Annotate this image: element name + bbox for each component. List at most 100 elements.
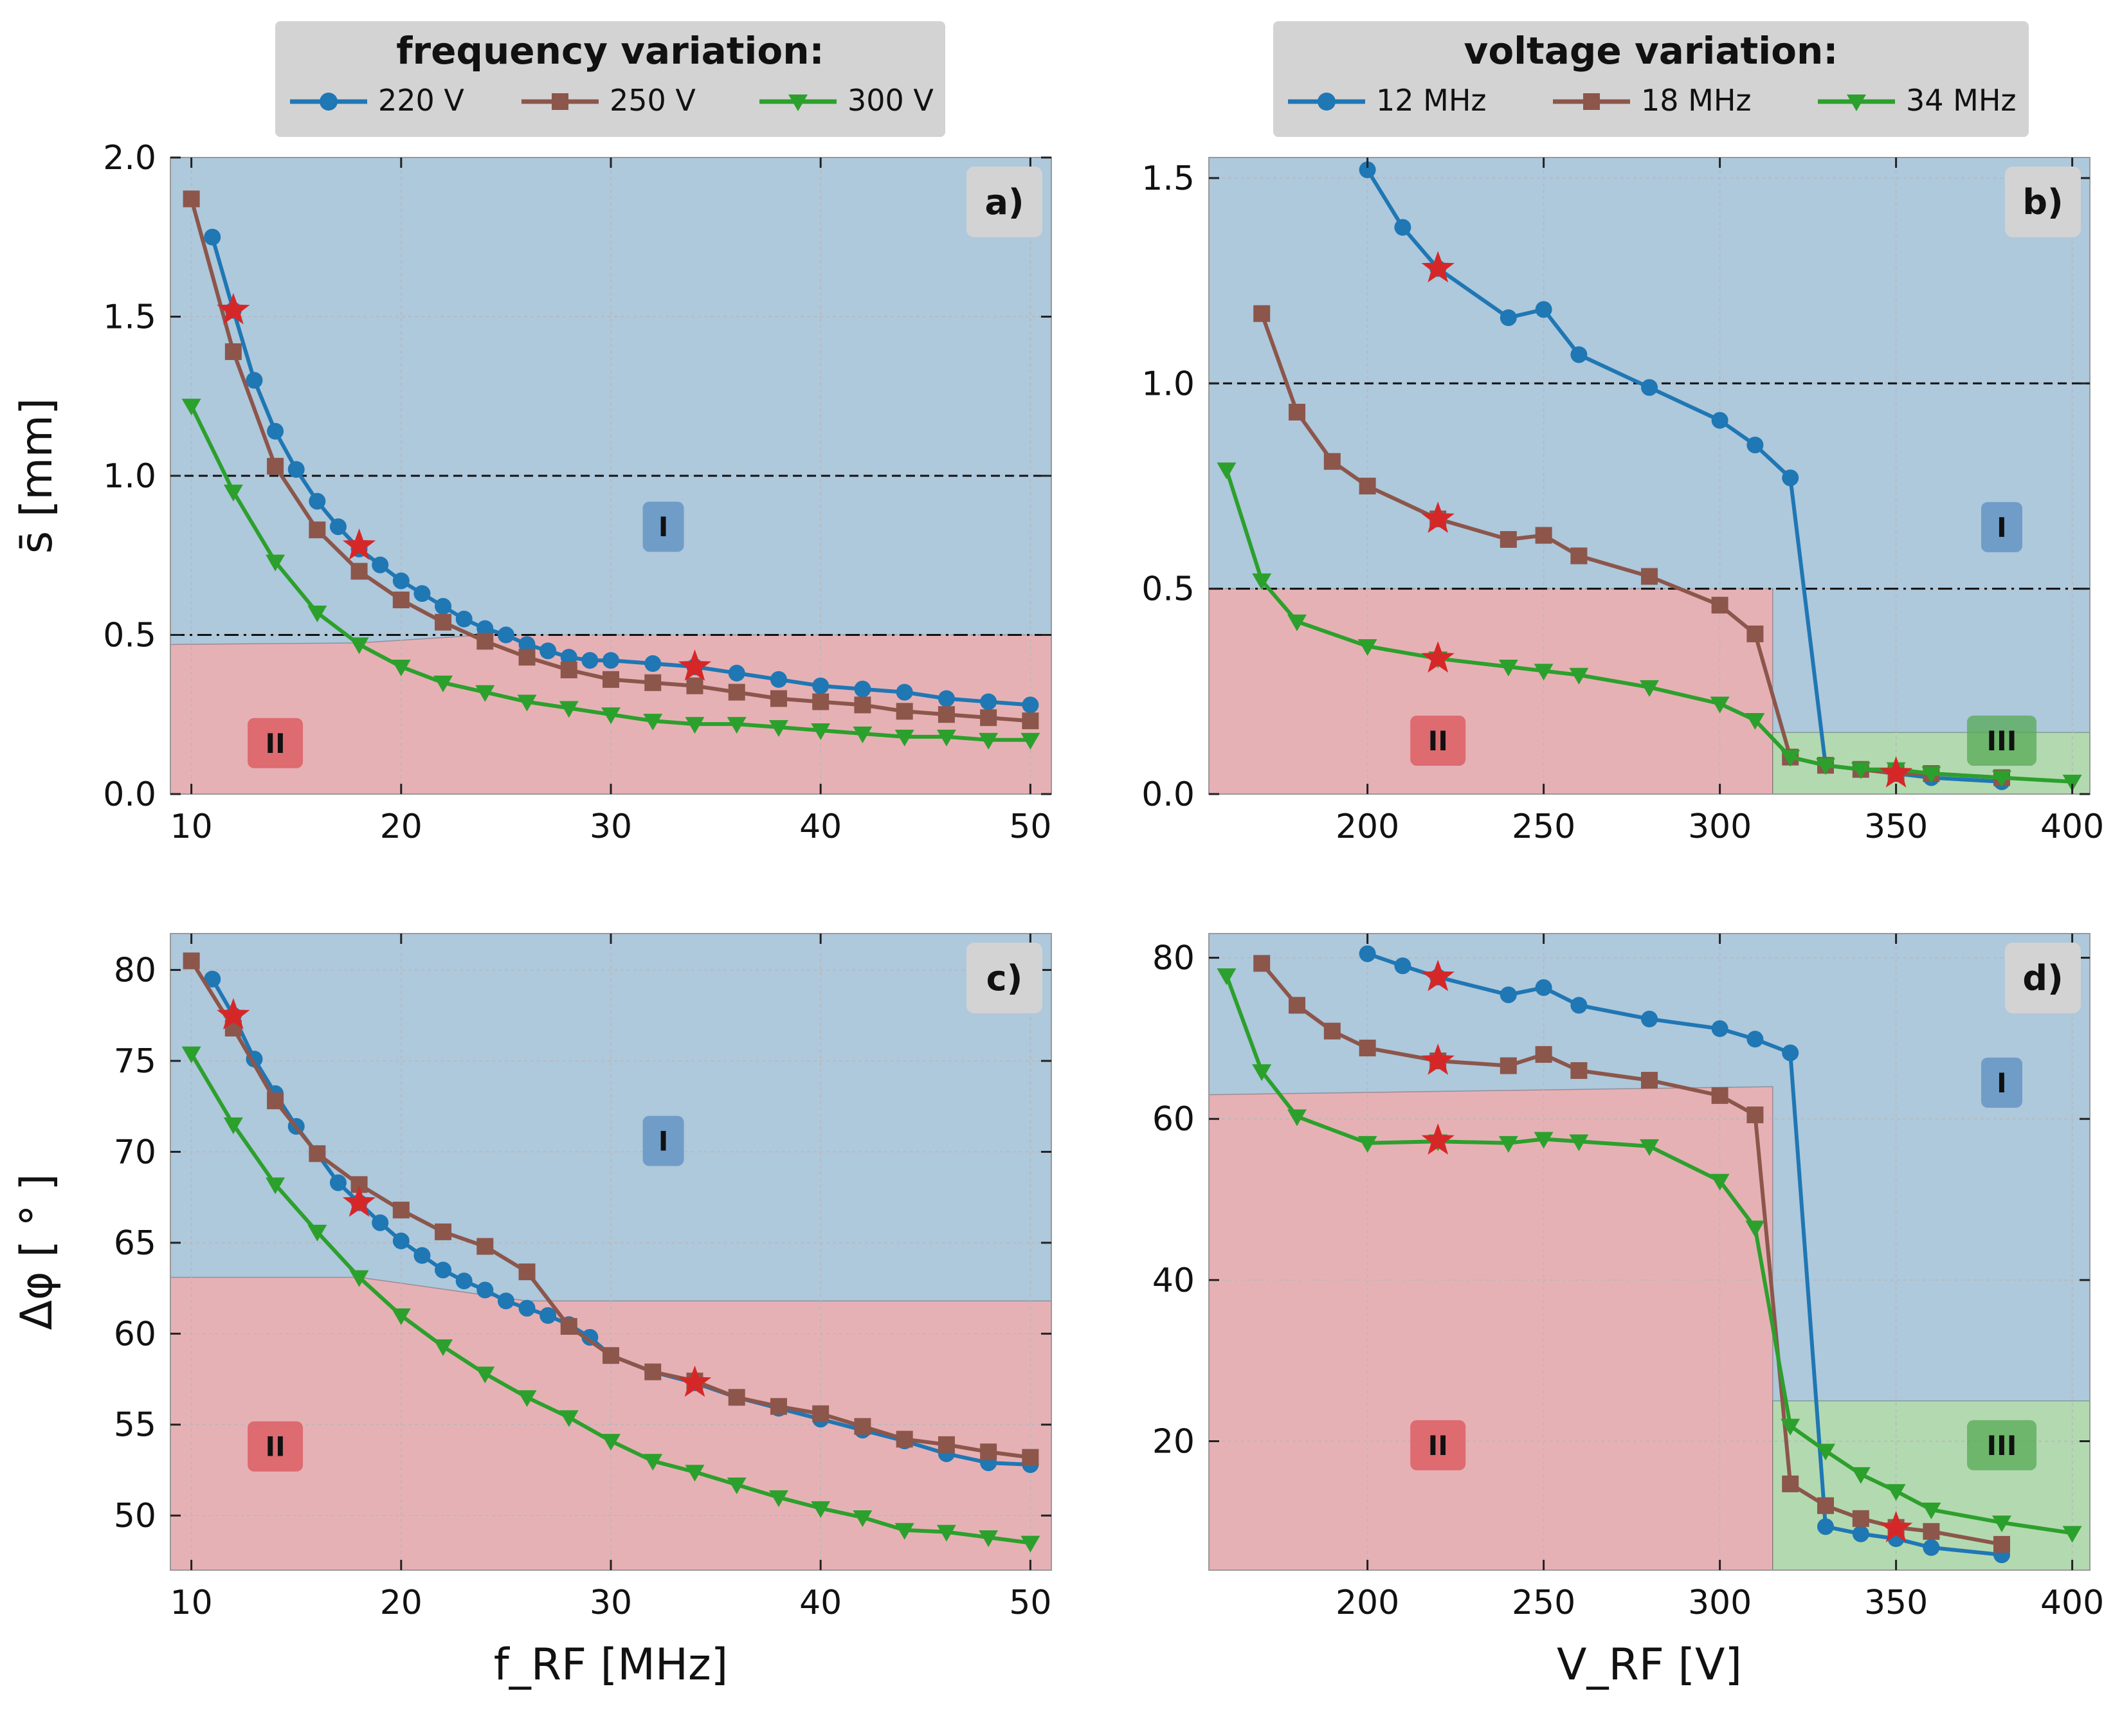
data-point bbox=[540, 1307, 557, 1324]
data-point bbox=[1711, 411, 1728, 429]
data-point bbox=[497, 1292, 514, 1310]
y-tick-label: 50 bbox=[114, 1497, 156, 1535]
x-tick-label: 250 bbox=[1512, 1584, 1575, 1622]
y-tick-label: 1.5 bbox=[1141, 159, 1195, 198]
x-tick-label: 400 bbox=[2040, 1584, 2104, 1622]
data-point bbox=[896, 683, 913, 701]
data-point bbox=[644, 655, 662, 673]
star-marker-icon bbox=[217, 998, 250, 1030]
x-tick-label: 40 bbox=[799, 808, 842, 846]
data-point bbox=[1535, 527, 1552, 544]
y-tick-label: 20 bbox=[1152, 1422, 1195, 1461]
data-point bbox=[1253, 955, 1271, 972]
data-point bbox=[643, 1454, 663, 1471]
legend-label: 34 MHz bbox=[1906, 83, 2017, 118]
region-label: I bbox=[1997, 512, 2007, 543]
data-point bbox=[980, 693, 997, 710]
plot-area: III bbox=[170, 158, 1051, 794]
data-point bbox=[1570, 997, 1588, 1014]
data-point bbox=[1022, 1449, 1039, 1466]
region-label-box bbox=[642, 502, 684, 552]
data-point bbox=[938, 1436, 955, 1453]
data-point bbox=[497, 626, 514, 644]
data-point bbox=[391, 660, 411, 676]
data-point bbox=[1921, 1503, 1941, 1520]
star-marker-icon bbox=[217, 293, 250, 325]
data-point bbox=[1851, 762, 1871, 779]
data-point bbox=[1852, 1510, 1869, 1527]
region-label: II bbox=[1428, 1430, 1448, 1461]
data-point bbox=[223, 1117, 243, 1134]
data-point bbox=[1781, 1418, 1800, 1436]
data-point bbox=[768, 720, 788, 737]
data-point bbox=[1745, 1220, 1765, 1238]
star-marker-icon bbox=[1421, 502, 1455, 533]
data-point bbox=[894, 1523, 914, 1540]
data-point bbox=[560, 1317, 577, 1335]
data-point bbox=[1641, 379, 1658, 396]
data-point bbox=[267, 458, 284, 475]
y-tick-label: 60 bbox=[1152, 1100, 1195, 1139]
x-tick-label: 350 bbox=[1864, 1584, 1928, 1622]
data-point bbox=[601, 707, 621, 725]
legend-label: 220 V bbox=[378, 83, 464, 118]
data-point bbox=[685, 1465, 705, 1482]
data-point bbox=[581, 652, 599, 669]
y-tick-label: 70 bbox=[114, 1133, 156, 1171]
axes-frame bbox=[1208, 157, 2090, 795]
data-point bbox=[1394, 957, 1411, 975]
panel-label-box bbox=[2005, 167, 2081, 237]
data-point bbox=[2062, 774, 2082, 791]
data-point bbox=[1711, 1087, 1728, 1104]
panel-label: b) bbox=[2022, 182, 2063, 222]
panel-label: c) bbox=[986, 958, 1023, 999]
region-label-box bbox=[1410, 715, 1466, 766]
data-point bbox=[267, 1092, 284, 1110]
data-point bbox=[392, 1201, 410, 1218]
region-label: I bbox=[1997, 1067, 2007, 1099]
data-point bbox=[1570, 1062, 1588, 1080]
data-point bbox=[1535, 1045, 1552, 1063]
data-point bbox=[455, 610, 473, 628]
data-point bbox=[1745, 713, 1765, 730]
plot-area: III bbox=[170, 934, 1051, 1570]
data-point bbox=[938, 706, 955, 723]
data-point bbox=[1569, 1134, 1589, 1152]
data-point bbox=[1817, 1497, 1834, 1514]
data-point bbox=[1923, 1539, 1940, 1556]
data-point bbox=[1252, 1064, 1272, 1081]
data-point bbox=[1289, 997, 1305, 1014]
data-point bbox=[1020, 732, 1040, 750]
y-axis-label: Δφ [ ° ] bbox=[12, 1173, 62, 1330]
x-tick-label: 200 bbox=[1336, 1584, 1399, 1622]
x-tick-label: 50 bbox=[1009, 808, 1051, 846]
data-point bbox=[1746, 437, 1764, 454]
data-point bbox=[1570, 547, 1588, 565]
panel-label: d) bbox=[2022, 958, 2063, 999]
panel-label: a) bbox=[984, 182, 1024, 222]
star-marker-icon bbox=[1421, 959, 1455, 991]
data-point bbox=[287, 461, 305, 478]
data-point bbox=[476, 620, 494, 637]
panel-label-box bbox=[966, 943, 1042, 1013]
data-point bbox=[309, 493, 326, 510]
data-point bbox=[812, 1405, 830, 1422]
data-point bbox=[894, 729, 914, 746]
y-tick-label: 1.5 bbox=[103, 298, 156, 337]
data-point bbox=[1498, 1135, 1518, 1153]
x-tick-label: 40 bbox=[799, 1584, 842, 1622]
axes-frame bbox=[1208, 933, 2090, 1571]
data-point bbox=[1020, 1535, 1040, 1553]
data-point bbox=[518, 1299, 536, 1317]
legend-title: voltage variation: bbox=[1464, 29, 1838, 73]
data-point bbox=[644, 674, 662, 691]
y-tick-label: 2.0 bbox=[103, 139, 156, 177]
data-point bbox=[433, 675, 453, 692]
data-point bbox=[812, 677, 830, 694]
region-II bbox=[1209, 1086, 1773, 1570]
data-point bbox=[540, 642, 557, 660]
data-point bbox=[266, 1177, 286, 1195]
data-point bbox=[938, 690, 955, 707]
region-label: III bbox=[1987, 1430, 2017, 1461]
